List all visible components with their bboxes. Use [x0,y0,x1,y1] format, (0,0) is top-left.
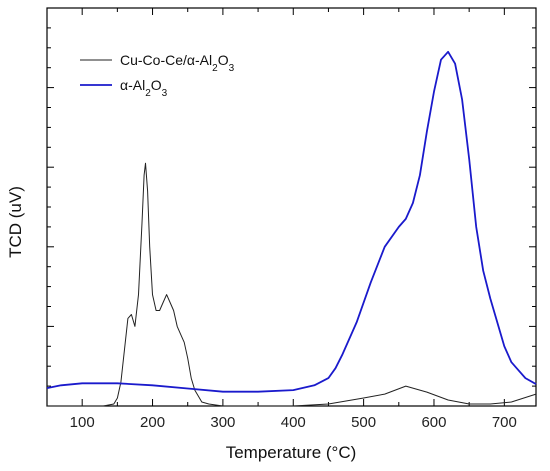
x-tick-labels: 100 200 300 400 500 600 700 [70,414,517,431]
series-line-cu-co-ce [47,162,537,407]
x-tick-label: 700 [492,414,517,431]
y-axis-title: TCD (uV) [6,186,25,258]
series-line-alumina [46,50,537,393]
x-axis-title: Temperature (°C) [226,443,357,462]
legend-label: Cu-Co-Ce/α-Al2O3 [120,52,235,74]
series-layer [46,50,537,407]
x-tick-label: 300 [210,414,235,431]
axis-ticks [46,7,536,407]
x-tick-label: 600 [421,414,446,431]
legend-label: α-Al2O3 [120,77,168,99]
x-tick-label: 500 [351,414,376,431]
x-tick-label: 100 [70,414,95,431]
x-tick-label: 200 [140,414,165,431]
x-tick-label: 400 [281,414,306,431]
legend: Cu-Co-Ce/α-Al2O3 α-Al2O3 [80,52,235,99]
